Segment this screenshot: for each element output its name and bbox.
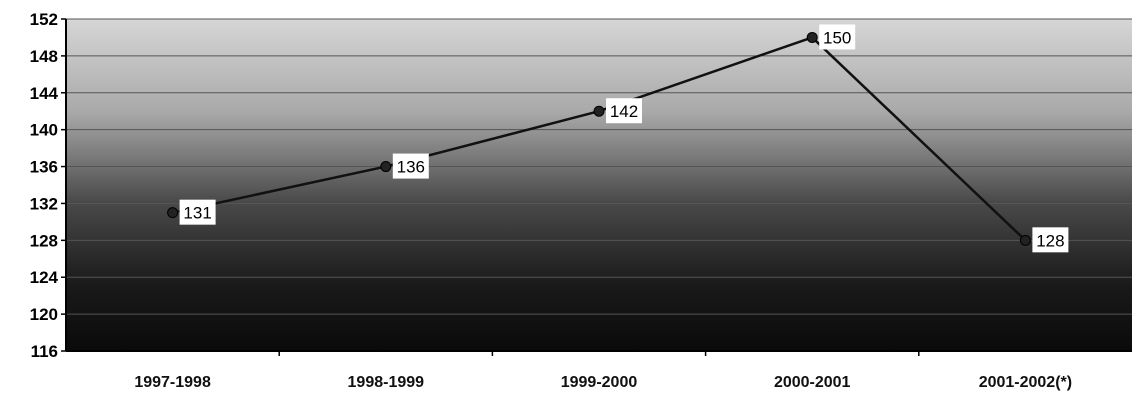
y-tick-label: 120 [30, 305, 58, 324]
y-tick-label: 124 [30, 268, 59, 287]
x-tick-label: 1997-1998 [134, 374, 211, 391]
x-tick-label: 2000-2001 [774, 374, 851, 391]
data-label-box [819, 24, 856, 50]
series-line [167, 31, 1031, 246]
data-label: 128 [1032, 227, 1069, 253]
data-point-marker [167, 207, 179, 219]
x-tick-label: 1998-1999 [348, 374, 425, 391]
y-tick-label: 152 [30, 10, 58, 29]
data-label-text: 128 [1036, 231, 1064, 250]
y-tick-label: 116 [31, 342, 58, 361]
y-tick-label: 148 [30, 47, 58, 66]
data-point-marker [380, 161, 392, 173]
y-tick-label: 136 [30, 158, 58, 177]
data-label-text: 142 [610, 102, 638, 121]
x-axis-ticks: 1997-1998 1998-1999 1999-2000 2000-2001 2001… [134, 351, 1072, 391]
x-tick-label: 2001-2002(*) [979, 374, 1072, 391]
data-labels: 131 136 142 150 128 [179, 24, 1069, 253]
x-tick-label: 1999-2000 [561, 374, 638, 391]
data-label-box [179, 199, 216, 225]
y-tick-label: 132 [30, 194, 58, 213]
data-label: 150 [819, 24, 856, 50]
data-label-box [606, 98, 642, 124]
data-label: 131 [179, 199, 216, 225]
data-point-marker [1019, 234, 1031, 246]
data-label-box [392, 153, 429, 179]
data-point-marker [593, 105, 605, 117]
data-point-marker [806, 31, 818, 43]
gridlines [66, 18, 1132, 315]
y-tick-label: 144 [30, 84, 59, 103]
data-label-box [1032, 227, 1069, 253]
y-tick-label: 140 [30, 121, 58, 140]
data-label: 142 [606, 98, 642, 124]
data-label-text: 136 [397, 158, 425, 177]
axes [65, 19, 1132, 352]
data-label: 136 [392, 153, 429, 179]
y-tick-label: 128 [30, 231, 58, 250]
plot-area [66, 19, 1132, 351]
y-axis-ticks: 116 120 124 128 132 136 140 144 148 152 [30, 10, 66, 361]
data-label-text: 150 [823, 28, 851, 47]
data-label-text: 131 [183, 204, 211, 223]
